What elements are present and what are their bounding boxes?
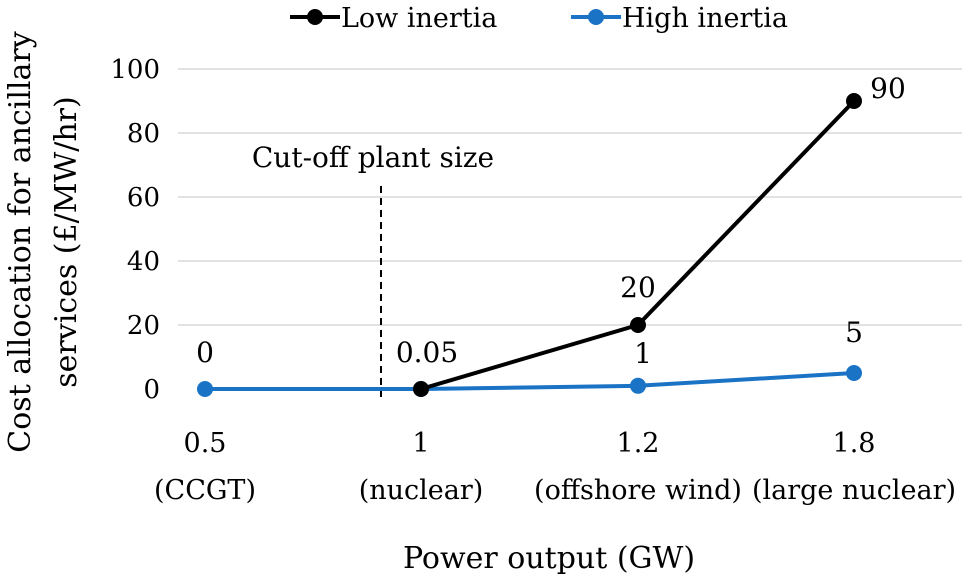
legend-marker bbox=[307, 9, 323, 25]
legend: Low inertia High inertia bbox=[290, 3, 788, 34]
y-axis-label-line1: Cost allocation for ancillary bbox=[3, 31, 38, 452]
legend-label: High inertia bbox=[622, 3, 788, 34]
data-point bbox=[413, 381, 429, 397]
data-label: 1 bbox=[634, 337, 652, 370]
x-tick-value: 0.5 bbox=[184, 428, 227, 459]
y-tick-label: 60 bbox=[127, 183, 160, 213]
data-label: 90 bbox=[870, 72, 906, 105]
legend-label: Low inertia bbox=[341, 3, 497, 34]
series-group bbox=[197, 93, 862, 397]
data-point bbox=[630, 377, 646, 394]
x-tick-value: 1 bbox=[412, 428, 429, 459]
y-tick-label: 40 bbox=[127, 247, 160, 277]
data-point bbox=[197, 381, 213, 397]
gridlines bbox=[178, 68, 962, 326]
x-axis-label: Power output (GW) bbox=[403, 541, 695, 576]
data-labels: 0 0.05 20 1 90 5 bbox=[196, 72, 906, 370]
y-axis-label: Cost allocation for ancillary services (£… bbox=[3, 31, 84, 452]
x-tick-desc: (offshore wind) bbox=[534, 475, 742, 506]
x-axis-ticks: 0.5 (CCGT) 1 (nuclear) 1.2 (offshore wind) 1.8… bbox=[154, 428, 956, 506]
x-tick-desc: (CCGT) bbox=[154, 475, 256, 506]
x-tick-desc: (nuclear) bbox=[359, 475, 484, 506]
x-tick-desc: (large nuclear) bbox=[752, 475, 956, 506]
data-point bbox=[846, 365, 862, 381]
y-tick-label: 80 bbox=[127, 119, 160, 149]
y-tick-label: 20 bbox=[127, 311, 160, 341]
data-point bbox=[846, 93, 862, 109]
data-label: 0.05 bbox=[396, 336, 458, 369]
data-point bbox=[630, 317, 646, 333]
y-axis-label-line2: services (£/MW/hr) bbox=[49, 96, 84, 387]
x-tick-value: 1.2 bbox=[617, 428, 660, 459]
legend-marker bbox=[588, 9, 604, 25]
y-tick-label: 100 bbox=[110, 55, 160, 85]
data-label: 5 bbox=[845, 316, 863, 349]
y-axis-ticks: 0 20 40 60 80 100 bbox=[110, 55, 160, 405]
data-label: 20 bbox=[620, 271, 656, 304]
y-tick-label: 0 bbox=[143, 375, 160, 405]
cutoff-label: Cut-off plant size bbox=[252, 141, 494, 174]
x-tick-value: 1.8 bbox=[833, 428, 876, 459]
cutoff-annotation: Cut-off plant size bbox=[252, 141, 494, 400]
series-line-high-inertia bbox=[205, 371, 855, 391]
data-label: 0 bbox=[196, 336, 214, 369]
